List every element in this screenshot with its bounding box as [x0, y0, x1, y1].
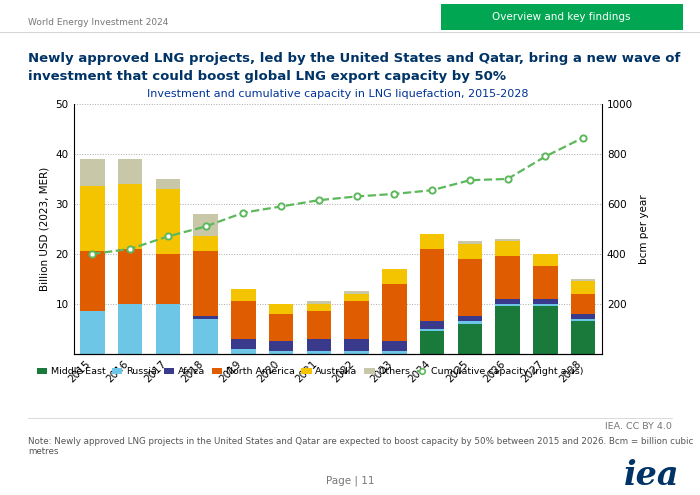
Bar: [269, 304, 293, 314]
Bar: [344, 351, 369, 354]
Bar: [344, 301, 369, 339]
Bar: [231, 289, 255, 301]
Bar: [533, 299, 558, 304]
Bar: [382, 351, 407, 354]
Text: Page | 11: Page | 11: [326, 476, 374, 486]
Bar: [496, 306, 520, 354]
Bar: [307, 304, 331, 311]
Bar: [80, 251, 104, 311]
Text: Overview and key findings: Overview and key findings: [493, 12, 631, 22]
Bar: [193, 237, 218, 251]
Bar: [571, 319, 596, 321]
Bar: [155, 179, 180, 189]
Bar: [269, 351, 293, 354]
Bar: [118, 304, 142, 354]
Bar: [533, 254, 558, 266]
Bar: [420, 249, 444, 321]
Text: Newly approved LNG projects, led by the United States and Qatar, bring a new wav: Newly approved LNG projects, led by the …: [28, 52, 680, 65]
Bar: [496, 304, 520, 306]
Bar: [571, 279, 596, 282]
Bar: [80, 311, 104, 354]
Bar: [571, 321, 596, 354]
Bar: [496, 299, 520, 304]
FancyBboxPatch shape: [441, 4, 682, 30]
Text: iea: iea: [624, 459, 680, 492]
Bar: [571, 314, 596, 319]
Bar: [118, 184, 142, 249]
Bar: [420, 332, 444, 354]
Bar: [458, 316, 482, 321]
Bar: [193, 319, 218, 354]
Bar: [533, 266, 558, 299]
Legend: Middle East, Russia, Africa, North America, Australia, Others, Cumulative capaci: Middle East, Russia, Africa, North Ameri…: [33, 363, 587, 380]
Bar: [155, 254, 180, 304]
Bar: [155, 304, 180, 354]
Bar: [420, 321, 444, 329]
Bar: [458, 244, 482, 259]
Y-axis label: Billion USD (2023, MER): Billion USD (2023, MER): [40, 167, 50, 291]
Bar: [344, 292, 369, 294]
Bar: [458, 324, 482, 354]
Bar: [307, 311, 331, 339]
Text: Note: Newly approved LNG projects in the United States and Qatar are expected to: Note: Newly approved LNG projects in the…: [28, 437, 694, 456]
Bar: [571, 282, 596, 294]
Bar: [458, 259, 482, 316]
Bar: [571, 294, 596, 314]
Text: IEA. CC BY 4.0: IEA. CC BY 4.0: [605, 422, 672, 431]
Bar: [458, 242, 482, 244]
Bar: [420, 234, 444, 249]
Bar: [496, 256, 520, 299]
Bar: [496, 239, 520, 242]
Bar: [80, 159, 104, 187]
Bar: [193, 316, 218, 319]
Bar: [269, 314, 293, 342]
Title: Investment and cumulative capacity in LNG liquefaction, 2015-2028: Investment and cumulative capacity in LN…: [147, 89, 528, 99]
Text: World Energy Investment 2024: World Energy Investment 2024: [28, 18, 169, 27]
Bar: [533, 306, 558, 354]
Bar: [80, 187, 104, 251]
Bar: [231, 349, 255, 354]
Bar: [382, 284, 407, 342]
Bar: [118, 249, 142, 304]
Bar: [231, 301, 255, 339]
Text: investment that could boost global LNG export capacity by 50%: investment that could boost global LNG e…: [28, 70, 506, 83]
Bar: [344, 294, 369, 301]
Bar: [382, 342, 407, 351]
Bar: [458, 321, 482, 324]
Bar: [231, 339, 255, 349]
Bar: [193, 251, 218, 316]
Bar: [382, 269, 407, 284]
Bar: [533, 304, 558, 306]
Bar: [420, 329, 444, 332]
Bar: [344, 339, 369, 351]
Bar: [193, 214, 218, 237]
Bar: [496, 242, 520, 256]
Bar: [118, 159, 142, 184]
Bar: [155, 189, 180, 254]
Bar: [269, 342, 293, 351]
Bar: [307, 351, 331, 354]
Bar: [307, 339, 331, 351]
Y-axis label: bcm per year: bcm per year: [638, 194, 648, 264]
Bar: [307, 301, 331, 304]
